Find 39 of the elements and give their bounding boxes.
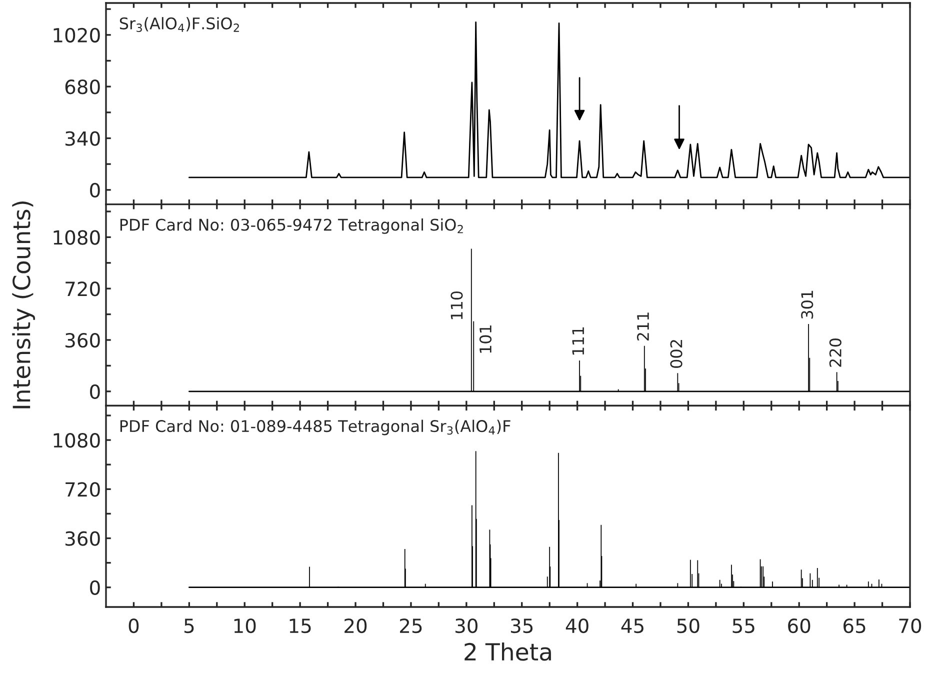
x-tick-label: 10: [234, 618, 256, 634]
y-tick-label: 720: [66, 282, 100, 296]
x-tick-label: 20: [344, 618, 367, 634]
y-tick-label: 1020: [54, 28, 100, 43]
y-tick-label: 1080: [54, 230, 100, 245]
y-tick-label: 720: [66, 482, 100, 497]
x-tick-label: 15: [290, 618, 311, 634]
annotation: Sr$_{3}$(AlO$_{4}$)F.SiO$_{2}$: [120, 17, 239, 32]
x-tick-label: 65: [844, 618, 866, 634]
x-tick-label: 45: [621, 618, 644, 634]
annotation: 110: [450, 291, 463, 320]
annotation: 301: [801, 290, 814, 319]
x-tick-label: 35: [510, 618, 533, 634]
annotation: 220: [829, 338, 842, 367]
x-tick-label: 30: [456, 618, 478, 634]
y-tick-label: 340: [66, 131, 100, 146]
x-tick-label: 5: [184, 618, 194, 634]
x-tick-label: 70: [899, 618, 922, 634]
x-tick-label: 25: [400, 618, 422, 634]
y-axis-title: Intensity (Counts): [12, 201, 35, 408]
annotation: 002: [670, 340, 682, 368]
x-axis-title: 2 Theta: [464, 642, 551, 661]
x-tick-label: 0: [128, 618, 139, 634]
annotation: PDF Card No: 03-065-9472 Tetragonal SiO$_{2}$: [120, 218, 463, 234]
y-tick-label: 680: [65, 80, 100, 94]
x-tick-label: 50: [677, 618, 700, 634]
y-tick-label: 0: [90, 580, 100, 596]
x-tick-label: 60: [788, 618, 810, 634]
y-tick-label: 1080: [54, 432, 100, 448]
x-tick-label: 55: [732, 618, 754, 634]
x-tick-label: 40: [566, 618, 588, 634]
y-tick-label: 0: [90, 384, 100, 400]
annotation: 101: [479, 326, 492, 353]
y-tick-label: 360: [66, 531, 100, 546]
annotation: 211: [636, 312, 649, 340]
annotation: PDF Card No: 01-089-4485 Tetragonal Sr$_{3}$(AlO$_{4}$)F: [120, 420, 510, 436]
y-tick-label: 360: [66, 332, 100, 348]
y-tick-label: 0: [90, 182, 100, 198]
annotation: 111: [572, 327, 584, 355]
